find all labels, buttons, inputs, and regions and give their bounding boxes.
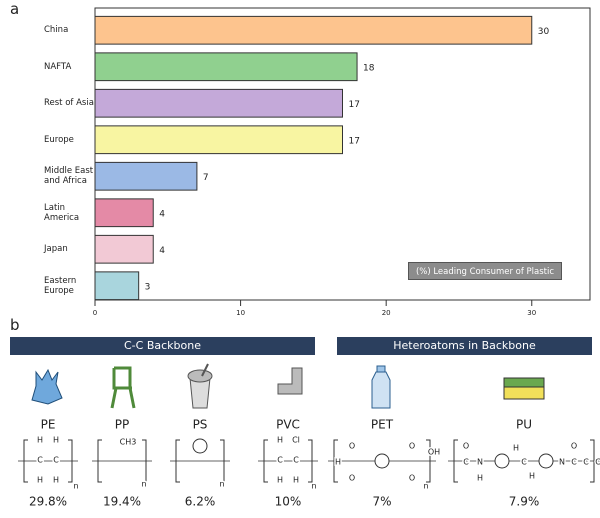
value-label: 3 [145,282,151,292]
atom-label: CH3 [120,438,137,447]
atom-label: O [349,474,355,483]
icon-bottle [371,365,391,409]
value-label: 7 [203,173,209,183]
atom-label: C [277,456,283,465]
y-tick-label: Rest of Asia [44,98,94,109]
atom-label: O [571,442,577,451]
value-label: 4 [159,209,165,219]
value-label: 4 [159,246,165,256]
polymer-name: PE [41,418,56,432]
y-tick-label: Japan [44,244,68,255]
atom-label: O [409,474,415,483]
value-label: 30 [538,27,550,37]
atom-label: C [53,456,59,465]
atom-label: C [521,458,527,467]
atom-label: H [529,472,535,481]
atom-label: N [477,458,483,467]
atom-label: C [583,458,589,467]
bar [94,88,343,118]
atom-label: O [349,442,355,451]
bar [94,125,343,155]
atom-label: n [311,482,316,491]
atom-label: H [477,474,483,483]
polymer-name: PVC [276,418,300,432]
atom-label: Cl [292,436,300,445]
atom-label: H [53,436,59,445]
atom-label: C [463,458,469,467]
panel-label: b [10,316,20,334]
group-header: Heteroatoms in Backbone [337,337,592,355]
polymer-name: PU [516,418,532,432]
atom-label: C [37,456,43,465]
polymer-share: 29.8% [29,495,67,509]
atom-label: O [409,442,415,451]
atom-label: H [513,444,519,453]
y-tick-label: Middle East and Africa [44,166,94,187]
ring [494,453,510,469]
ring [374,453,390,469]
annotation: (%) Leading Consumer of Plastic [408,262,562,280]
atom-label: N [559,458,565,467]
polymer-share: 6.2% [185,495,216,509]
atom-label: C [595,458,600,467]
atom-label: n [423,482,428,491]
icon-sponge [503,377,545,400]
value-label: 17 [349,136,360,146]
atom-label: C [293,456,299,465]
bar [94,271,140,301]
atom-label: n [73,482,78,491]
polymer-share: 10% [275,495,302,509]
value-label: 17 [349,100,360,110]
panel-label: a [10,0,20,18]
bar [94,52,358,82]
y-tick-label: NAFTA [44,61,72,72]
atom-label: H [293,476,299,485]
ring [192,438,208,454]
polymer-share: 7.9% [509,495,540,509]
atom-label: n [141,480,146,489]
atom-label: C [571,458,577,467]
polymer-share: 7% [372,495,391,509]
x-tick-label: 0 [93,309,97,317]
bar [94,198,154,228]
atom-label: n [219,480,224,489]
atom-label: H [37,476,43,485]
polymer-name: PS [193,418,208,432]
x-tick-label: 30 [527,309,536,317]
bar [94,234,154,264]
icon-pipe [277,367,303,395]
y-tick-label: Europe [44,134,74,145]
polymer-name: PP [115,418,129,432]
icon-bag [31,368,63,405]
ring [538,453,554,469]
polymer-share: 19.4% [103,495,141,509]
atom-label: H [53,476,59,485]
x-tick-label: 20 [382,309,391,317]
bar [94,15,533,45]
y-tick-label: Latin America [44,202,80,223]
y-tick-label: China [44,25,69,36]
y-tick-label: Eastern Europe [44,275,77,296]
icon-cup [187,363,213,409]
value-label: 18 [363,63,375,73]
atom-label: OH [428,448,440,457]
bar [94,161,198,191]
atom-label: O [463,442,469,451]
atom-label: H [37,436,43,445]
atom-label: H [335,458,341,467]
x-tick-label: 10 [236,309,245,317]
group-header: C-C Backbone [10,337,315,355]
atom-label: H [277,436,283,445]
polymer-name: PET [371,418,394,432]
atom-label: H [277,476,283,485]
icon-chair [110,366,136,409]
